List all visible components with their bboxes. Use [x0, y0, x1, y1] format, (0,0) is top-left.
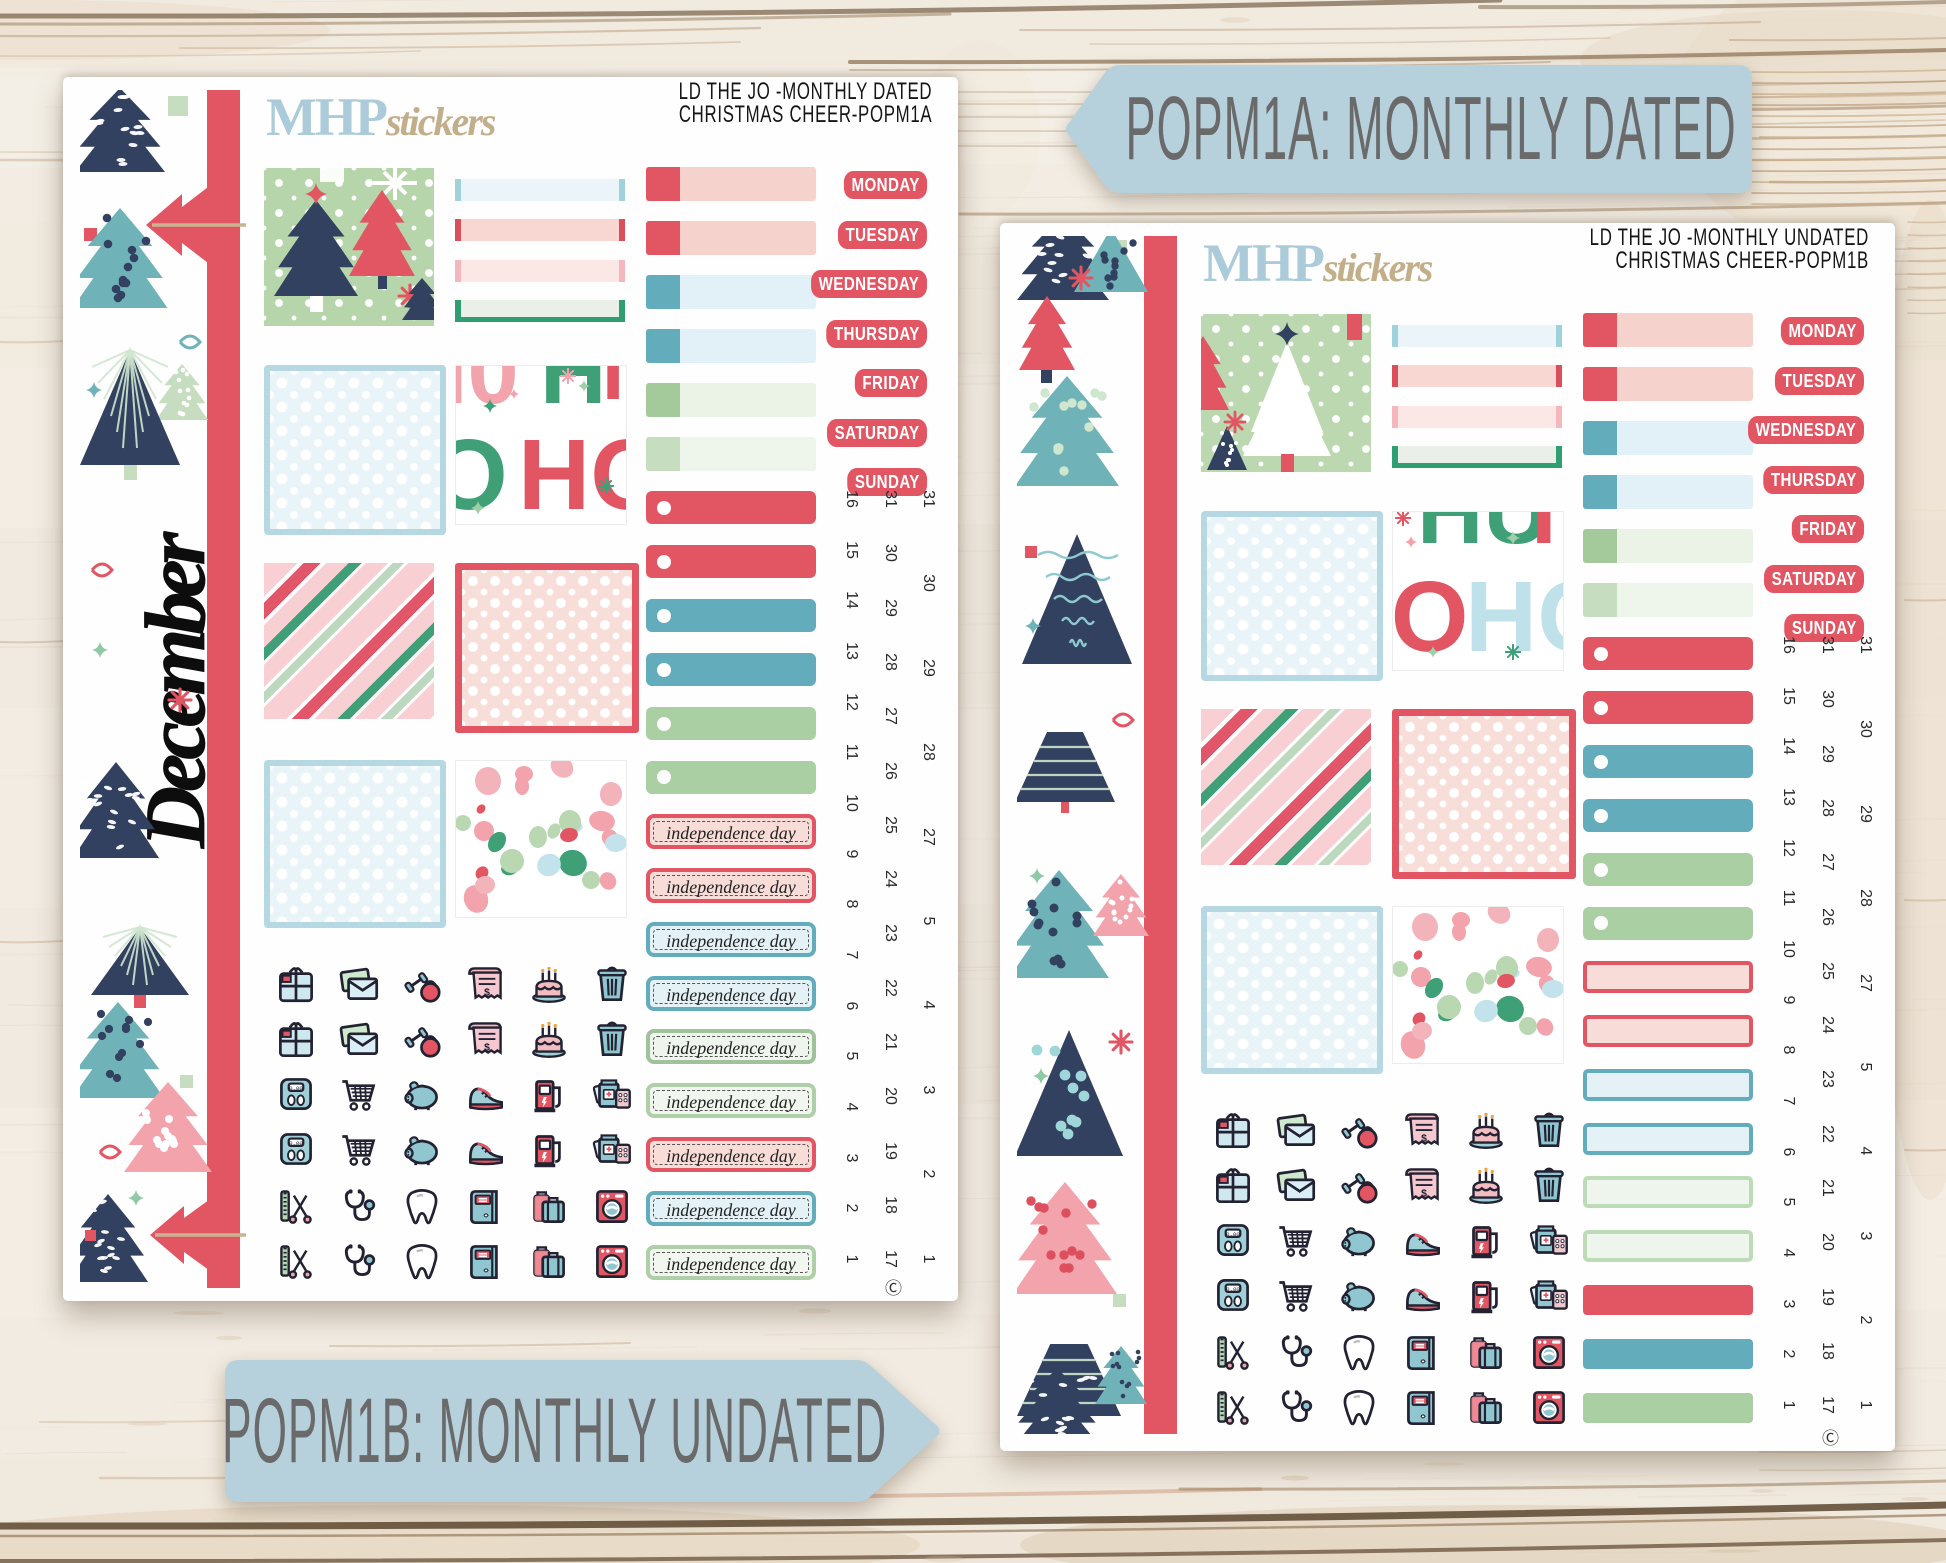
svg-text:0.00: 0.00	[1226, 1286, 1240, 1293]
svg-text:$: $	[484, 988, 490, 999]
svg-text:$: $	[1421, 1134, 1427, 1145]
svg-text:0.00: 0.00	[289, 1140, 303, 1147]
svg-text:$: $	[484, 1043, 490, 1054]
svg-text:0.00: 0.00	[289, 1085, 303, 1092]
svg-text:$: $	[1421, 1189, 1427, 1200]
svg-text:0.00: 0.00	[1226, 1231, 1240, 1238]
